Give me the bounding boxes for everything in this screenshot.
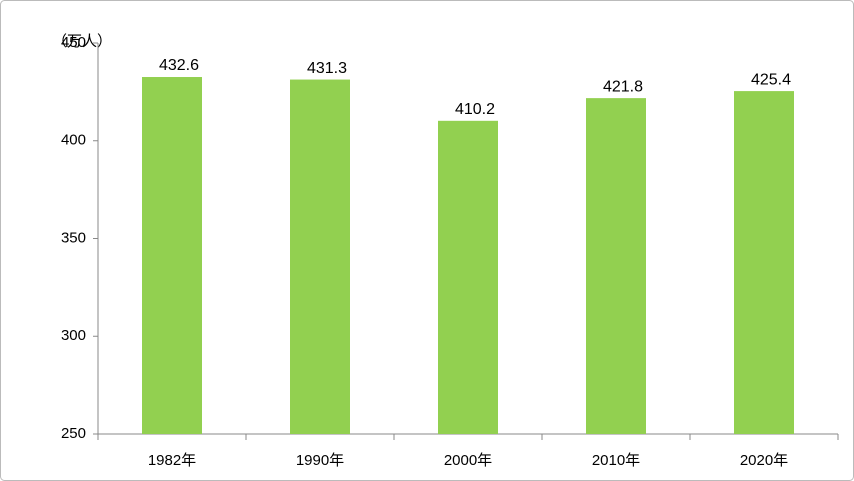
y-tick-label: 350 [61, 229, 86, 246]
x-tick-label: 2010年 [592, 452, 640, 469]
y-tick-label: 300 [61, 327, 86, 344]
data-label: 431.3 [307, 60, 347, 77]
bar [734, 91, 794, 434]
data-label: 410.2 [455, 101, 495, 118]
x-tick-label: 2000年 [444, 452, 492, 469]
y-unit-label: （万人） [52, 33, 112, 50]
data-label: 432.6 [159, 57, 199, 74]
x-tick-label: 1990年 [296, 452, 344, 469]
y-tick-label: 450 [61, 34, 86, 51]
bar [438, 120, 498, 435]
bar [142, 77, 202, 434]
data-label: 421.8 [603, 78, 643, 95]
bar [290, 79, 350, 434]
x-tick-label: 2020年 [740, 452, 788, 469]
bar [586, 98, 646, 435]
y-tick-label: 250 [61, 425, 86, 442]
y-tick-label: 400 [61, 132, 86, 149]
x-tick-label: 1982年 [148, 452, 196, 469]
data-label: 425.4 [751, 71, 791, 88]
